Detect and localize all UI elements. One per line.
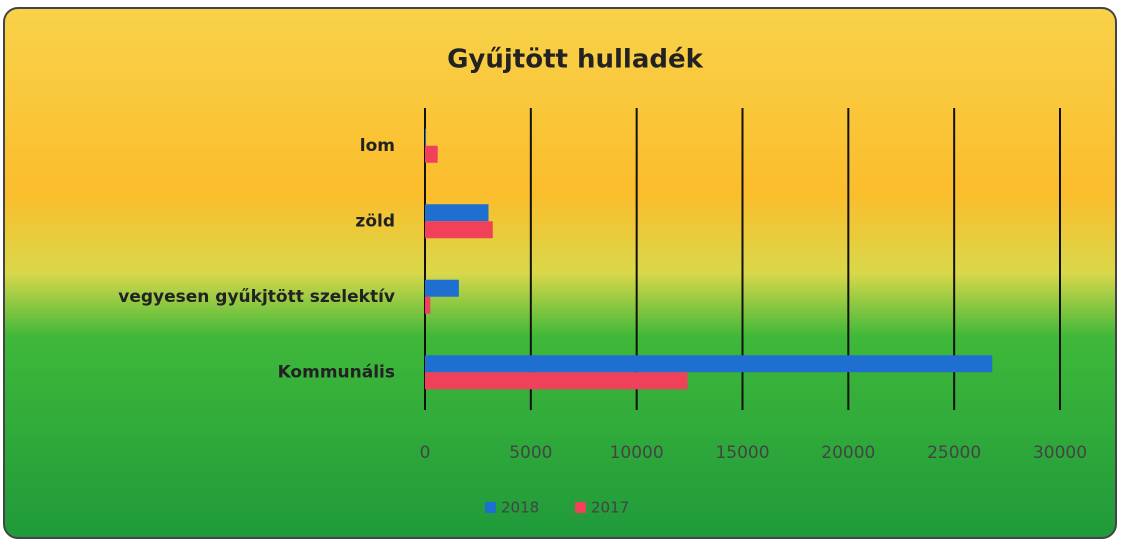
bar	[425, 221, 493, 239]
bar	[425, 355, 993, 373]
legend-swatch	[485, 502, 496, 513]
bar	[425, 204, 489, 222]
chart-title: Gyűjtött hulladék	[447, 45, 704, 75]
chart-background	[3, 7, 1117, 539]
y-tick-label: Kommunális	[278, 362, 395, 382]
x-tick-label: 15000	[715, 443, 769, 463]
x-tick-label: 20000	[821, 443, 875, 463]
x-tick-label: 30000	[1033, 443, 1087, 463]
y-tick-label: vegyesen gyűkjtött szelektív	[118, 287, 395, 307]
y-tick-label: lom	[360, 136, 395, 156]
legend-label: 2018	[501, 499, 539, 517]
x-tick-label: 25000	[927, 443, 981, 463]
bar	[425, 279, 459, 297]
x-tick-label: 10000	[610, 443, 664, 463]
x-tick-label: 0	[420, 443, 431, 463]
bar	[425, 296, 431, 314]
x-tick-label: 5000	[509, 443, 552, 463]
bar	[425, 145, 438, 163]
legend-label: 2017	[591, 499, 629, 517]
bar	[425, 128, 427, 146]
bar	[425, 372, 688, 390]
y-tick-label: zöld	[355, 211, 395, 231]
legend-swatch	[575, 502, 586, 513]
